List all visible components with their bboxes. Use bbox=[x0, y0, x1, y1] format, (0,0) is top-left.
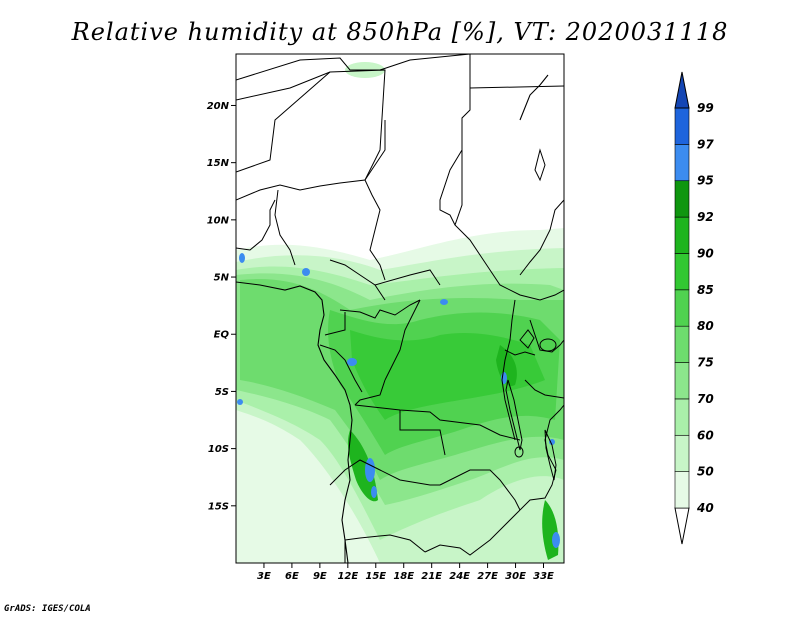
colorbar-upper-triangle bbox=[674, 71, 690, 109]
lat-tick-label: 15S bbox=[208, 501, 229, 512]
colorbar-label: 75 bbox=[697, 356, 714, 370]
map-frame bbox=[235, 53, 565, 564]
lon-tick-label: 21E bbox=[421, 571, 442, 582]
colorbar-segment bbox=[674, 289, 690, 327]
colorbar-segment bbox=[674, 253, 690, 291]
colorbar: 40 50 60 70 75 80 85 90 92 95 97 99 bbox=[674, 71, 714, 545]
colorbar-label: 85 bbox=[697, 283, 714, 297]
colorbar-label: 40 bbox=[696, 501, 714, 515]
colorbar-label: 70 bbox=[697, 392, 714, 406]
colorbar-label: 50 bbox=[697, 465, 714, 479]
colorbar-segment bbox=[674, 107, 690, 145]
lat-tick-label: EQ bbox=[214, 330, 230, 341]
lat-tick-label: 10N bbox=[207, 215, 230, 226]
lon-tick-label: 3E bbox=[257, 571, 271, 582]
colorbar-segment bbox=[674, 325, 690, 363]
colorbar-label: 60 bbox=[697, 428, 714, 442]
colorbar-label: 90 bbox=[697, 246, 714, 260]
coastline bbox=[236, 74, 549, 563]
colorbar-label: 97 bbox=[697, 137, 714, 151]
lon-tick-label: 15E bbox=[365, 571, 386, 582]
lon-tick-label: 18E bbox=[393, 571, 414, 582]
colorbar-segment bbox=[674, 216, 690, 254]
grads-credit: GrADS: IGES/COLA bbox=[4, 604, 91, 614]
lon-tick-label: 6E bbox=[285, 571, 299, 582]
lat-tick-label: 15N bbox=[207, 158, 230, 169]
lon-tick-label: 9E bbox=[313, 571, 327, 582]
colorbar-label: 92 bbox=[697, 210, 714, 224]
colorbar-segment bbox=[674, 434, 690, 472]
lon-tick-label: 12E bbox=[337, 571, 358, 582]
colorbar-segment bbox=[674, 362, 690, 400]
lat-tick-label: 10S bbox=[208, 444, 229, 455]
longitude-axis: 3E 6E 9E 12E 15E 18E 21E 24E 27E 30E 33E bbox=[257, 563, 554, 582]
lon-tick-label: 27E bbox=[477, 571, 498, 582]
lat-tick-label: 5N bbox=[214, 273, 230, 284]
chart-title: Relative humidity at 850hPa [%], VT: 202… bbox=[71, 18, 729, 46]
humidity-field bbox=[236, 62, 564, 563]
latitude-axis: 20N 15N 10N 5N EQ 5S 10S 15S bbox=[207, 101, 236, 512]
colorbar-segment bbox=[674, 398, 690, 436]
country-borders bbox=[236, 54, 564, 563]
lat-tick-label: 5S bbox=[215, 387, 229, 398]
colorbar-lower-triangle bbox=[674, 507, 690, 545]
lat-tick-label: 20N bbox=[207, 101, 230, 112]
lon-tick-label: 33E bbox=[533, 571, 554, 582]
lon-tick-label: 24E bbox=[449, 571, 470, 582]
colorbar-segment bbox=[674, 144, 690, 182]
colorbar-label: 99 bbox=[697, 101, 714, 115]
lakes bbox=[505, 148, 557, 481]
colorbar-label: 95 bbox=[697, 174, 714, 188]
colorbar-segment bbox=[674, 471, 690, 509]
colorbar-label: 80 bbox=[697, 319, 714, 333]
colorbar-segment bbox=[674, 180, 690, 218]
lon-tick-label: 30E bbox=[505, 571, 526, 582]
